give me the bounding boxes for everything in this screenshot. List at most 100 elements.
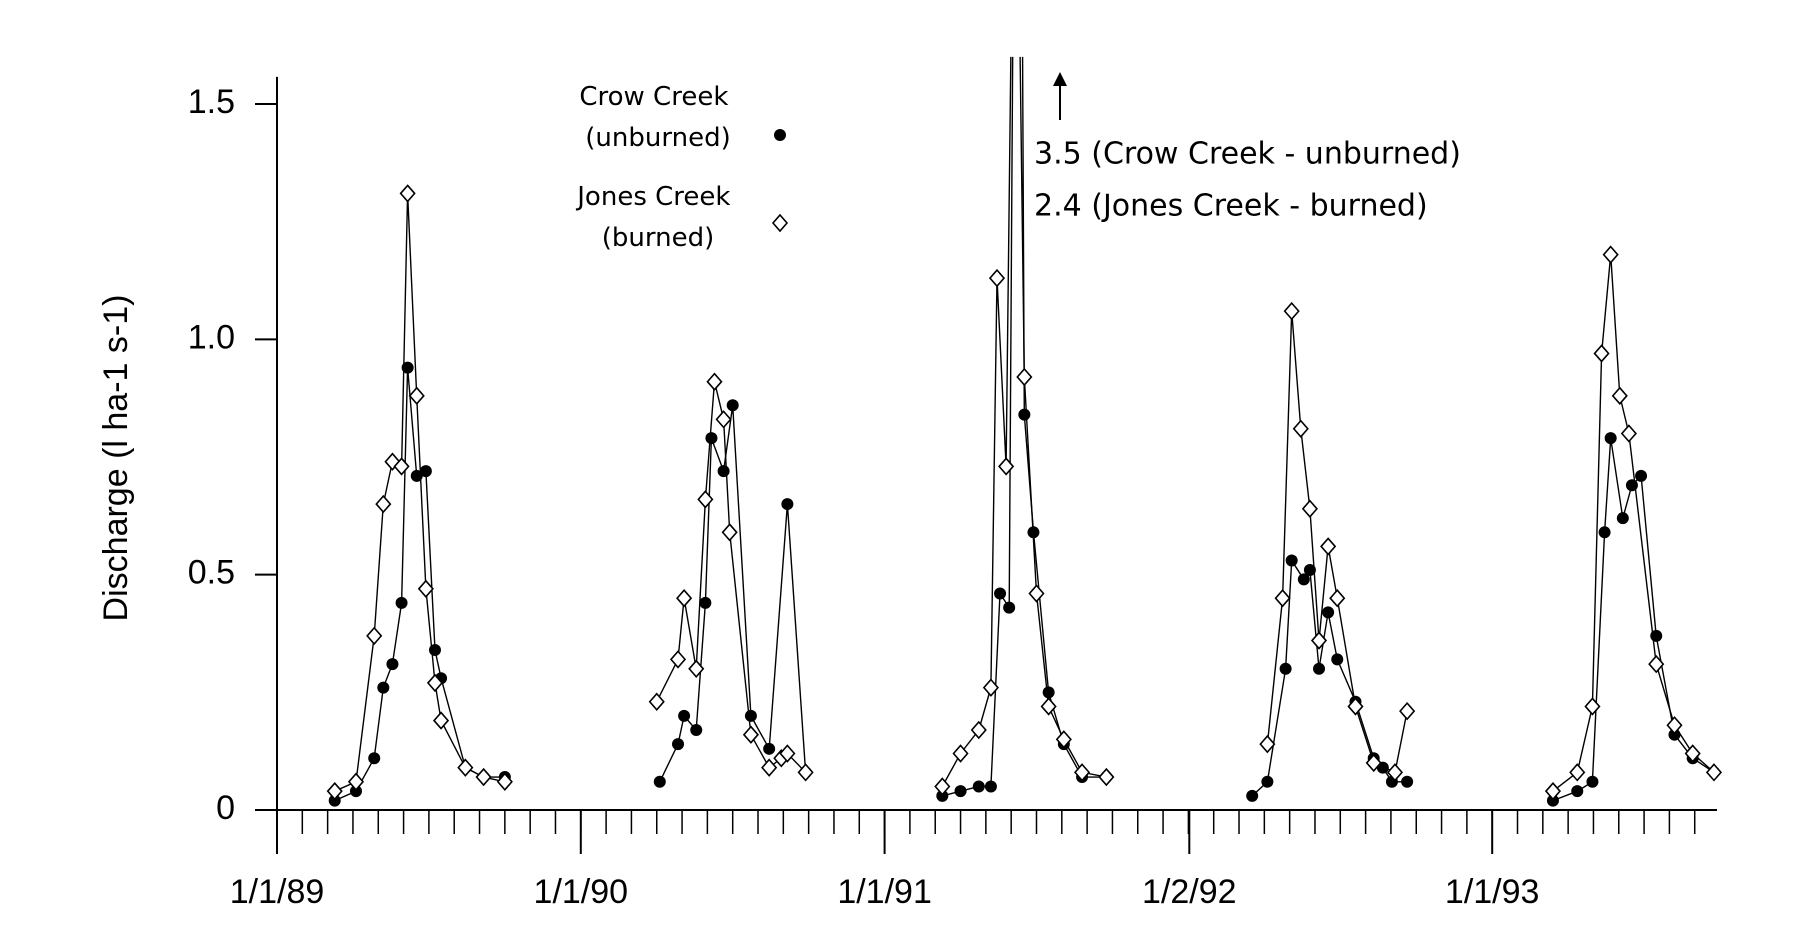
point [688,659,705,679]
point [1297,573,1310,586]
point [1261,775,1274,788]
point [395,596,408,609]
series-line [334,56,1715,802]
point [721,523,738,542]
point [690,723,703,736]
point [1042,686,1055,699]
point [326,781,343,801]
y-tick-label: 1.0 [188,318,235,356]
annotation: 2.4 (Jones Creek - burned) [1034,189,1428,224]
y-axis-title: Discharge (l ha-1 s-1) [97,295,135,622]
point [781,498,794,511]
point [744,709,757,722]
point [349,785,362,798]
point [1668,728,1681,741]
point [401,361,414,374]
plot-area [326,56,1723,807]
point [408,386,425,406]
point [1386,763,1404,782]
point [386,658,399,671]
point [699,596,712,609]
point [328,794,341,807]
annotation: 3.5 (Crow Creek - unburned) [1034,137,1461,172]
point [384,452,401,471]
point [1571,785,1584,798]
point [1625,479,1638,492]
legend-marker [774,129,786,141]
point [1320,537,1337,556]
point [375,494,392,514]
x-tick-label: 1/1/90 [534,873,629,911]
x-tick-label: 1/1/91 [837,873,932,911]
point [368,752,381,765]
point [952,744,969,763]
point [1598,526,1611,539]
y-tick-label: 0 [216,789,235,827]
point [1301,499,1318,518]
point [717,465,730,478]
point [1018,408,1031,421]
point [1098,767,1115,787]
point [393,457,410,476]
point [934,777,951,796]
point [1329,588,1346,608]
point [984,780,997,793]
point [457,758,474,777]
point [994,587,1007,600]
point [1027,526,1040,539]
point [1684,744,1701,763]
point [1283,301,1300,321]
point [496,772,513,791]
point [426,673,444,693]
point [347,772,365,791]
point [1593,344,1610,363]
point [1322,606,1335,619]
point [1616,512,1629,525]
point [1544,781,1562,801]
point [653,775,666,788]
point [1259,734,1276,754]
point [982,678,999,697]
point [715,410,732,429]
point [1285,554,1298,567]
y-tick-label: 0.5 [188,554,235,592]
point [1303,563,1316,576]
point [1705,763,1723,782]
x-tick-label: 1/1/93 [1445,873,1540,911]
point [672,738,685,751]
legend-label: Jones Creek (burned) [575,182,738,253]
point [399,184,416,203]
point [998,457,1015,476]
legend-marker [771,213,789,233]
point [648,692,665,711]
point [1401,775,1414,788]
point [417,579,434,599]
point [970,720,987,740]
point [1331,653,1344,666]
point [1310,631,1328,650]
point [1569,763,1586,782]
point [988,268,1006,288]
point [1003,601,1016,614]
point [1620,424,1637,443]
point [419,465,432,478]
legend-label: Crow Creek (unburned) [579,82,736,153]
point [1546,794,1559,807]
y-tick-label: 1.5 [188,83,235,121]
point [410,469,423,482]
point [1399,701,1416,721]
point [779,744,796,763]
point [1279,662,1292,675]
point [1055,730,1072,749]
point [1648,654,1665,674]
point [1347,697,1364,716]
point [1016,367,1033,387]
point [377,681,390,694]
point [726,399,739,412]
point [936,789,949,802]
point [1292,419,1309,438]
x-tick-label: 1/2/92 [1142,873,1237,911]
point [1040,697,1057,716]
